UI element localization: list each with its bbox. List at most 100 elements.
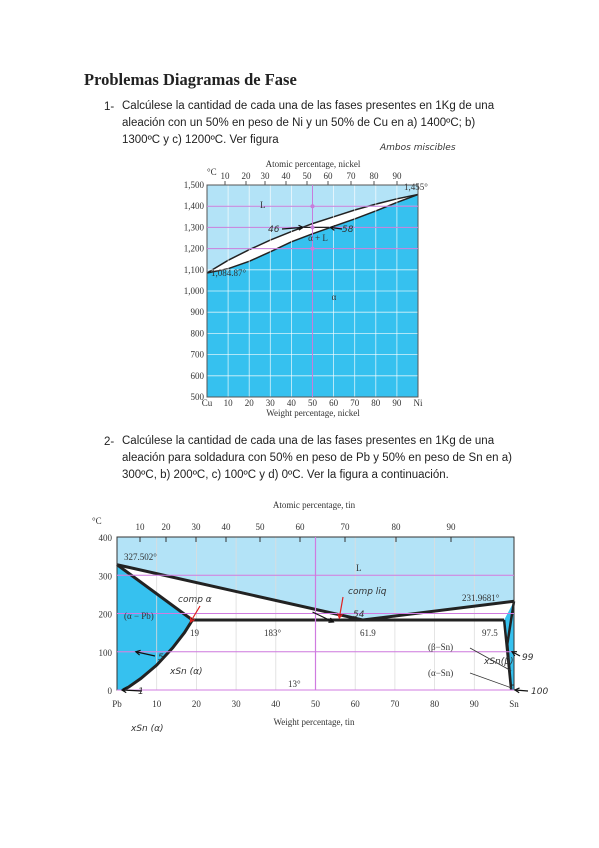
- x-tick-label: 70: [350, 398, 360, 408]
- top-tick-label: 80: [392, 522, 402, 532]
- x-tick-label: 20: [245, 398, 255, 408]
- handwritten-value: 46: [268, 225, 280, 235]
- x-tick-label: 70: [390, 699, 400, 709]
- handwritten-note: 99: [522, 653, 534, 663]
- top-tick-label: 70: [347, 171, 357, 181]
- y-tick-label: 1,400: [184, 201, 205, 211]
- arrow: [514, 689, 529, 692]
- x-tick-label: 40: [287, 398, 297, 408]
- problem-number: 2-: [104, 436, 115, 448]
- region-label: 97.5: [482, 628, 498, 638]
- handwritten-note: comp liq: [348, 587, 387, 597]
- top-tick-label: 90: [393, 171, 403, 181]
- arrow-head: [120, 687, 127, 694]
- top-tick-label: 10: [221, 171, 231, 181]
- handwritten-note: comp α: [178, 595, 212, 605]
- region-label: 1,084.87°: [211, 268, 247, 278]
- x-tick-label: 50: [311, 699, 321, 709]
- beta-boundary: [502, 601, 516, 691]
- y-tick-label: 1,200: [184, 244, 205, 254]
- x-tick-label: Cu: [202, 398, 213, 408]
- unit-label: °C: [92, 516, 102, 526]
- top-tick-label: 50: [303, 171, 313, 181]
- region-label: 13°: [288, 679, 301, 689]
- region-label: 61.9: [360, 628, 376, 638]
- document-title: Problemas Diagramas de Fase: [84, 70, 297, 89]
- region-label: (β−Sn): [428, 642, 453, 652]
- arrow: [189, 605, 201, 623]
- alpha-region: [117, 564, 193, 690]
- arrow: [312, 611, 334, 623]
- region-label: (α−Sn): [428, 668, 453, 678]
- region-label: 183°: [264, 628, 282, 638]
- top-tick-label: 40: [222, 522, 232, 532]
- top-tick-label: 40: [282, 171, 292, 181]
- region-label: α + L: [308, 233, 328, 243]
- region-label: L: [260, 200, 266, 210]
- arrow: [135, 651, 156, 657]
- point: [310, 204, 315, 209]
- top-tick-label: 70: [341, 522, 351, 532]
- arrow: [281, 226, 304, 230]
- x-tick-label: Pb: [112, 699, 122, 709]
- x-tick-label: 30: [266, 398, 276, 408]
- arrow-head: [328, 617, 335, 623]
- top-tick-label: 10: [136, 522, 146, 532]
- y-tick-label: 500: [191, 392, 205, 402]
- axis-title: Weight percentage, tin: [274, 717, 355, 727]
- x-tick-label: 60: [351, 699, 361, 709]
- x-tick-label: 40: [271, 699, 281, 709]
- arrow-head: [510, 651, 518, 657]
- x-tick-label: Sn: [509, 699, 519, 709]
- top-tick-label: 50: [256, 522, 266, 532]
- top-tick-label: 80: [370, 171, 380, 181]
- problem-text: Calcúlese la cantidad de cada una de las…: [122, 100, 495, 146]
- y-tick-label: 0: [108, 686, 113, 696]
- y-tick-label: 1,500: [184, 180, 205, 190]
- top-tick-label: 20: [162, 522, 172, 532]
- arrow-head: [337, 613, 343, 620]
- handwritten-value: 58: [342, 225, 354, 235]
- point: [310, 246, 315, 251]
- handwritten-note: 1: [138, 687, 144, 697]
- top-tick-label: 60: [296, 522, 306, 532]
- x-tick-label: Ni: [414, 398, 423, 408]
- axis-title: Atomic percentage, nickel: [266, 159, 361, 169]
- arrow-head: [329, 225, 336, 231]
- y-tick-label: 1,300: [184, 222, 205, 232]
- x-tick-label: 10: [152, 699, 162, 709]
- top-tick-label: 90: [447, 522, 457, 532]
- axis-title: Weight percentage, nickel: [266, 408, 360, 418]
- x-tick-label: 90: [392, 398, 402, 408]
- top-tick-label: 30: [192, 522, 202, 532]
- y-tick-label: 600: [191, 371, 205, 381]
- y-tick-label: 200: [99, 610, 113, 620]
- x-tick-label: 90: [470, 699, 480, 709]
- arrow-head: [189, 616, 196, 624]
- region-label: 327.502°: [124, 552, 157, 562]
- x-tick-label: 60: [329, 398, 339, 408]
- arrow-head: [298, 224, 305, 231]
- y-tick-label: 300: [99, 571, 113, 581]
- y-tick-label: 800: [191, 328, 205, 338]
- arrow: [338, 596, 344, 619]
- handwritten-note: xSn (α): [130, 724, 164, 734]
- handwritten-note: xSn (α): [169, 667, 203, 677]
- problem-text: Calcúlese la cantidad de cada una de las…: [122, 435, 513, 481]
- unit-label: °C: [207, 167, 217, 177]
- x-tick-label: 10: [224, 398, 234, 408]
- region-label: (α − Pb): [124, 611, 154, 621]
- y-tick-label: 400: [99, 533, 113, 543]
- handwritten-note: 5: [158, 653, 164, 663]
- top-tick-label: 20: [242, 171, 252, 181]
- arrow: [511, 651, 521, 657]
- x-tick-label: 30: [232, 699, 242, 709]
- axis-title: Atomic percentage, tin: [273, 500, 356, 510]
- arrow: [121, 689, 143, 692]
- leader: [469, 647, 512, 672]
- handwritten-note: 54: [353, 610, 365, 620]
- y-tick-label: 100: [99, 648, 113, 658]
- arrow-head: [134, 649, 141, 656]
- problem-number: 1-: [104, 101, 115, 113]
